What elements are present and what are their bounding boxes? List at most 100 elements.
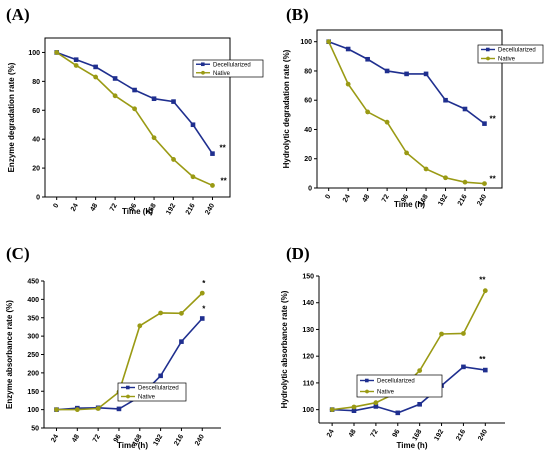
y-tick-label: 100 bbox=[300, 39, 312, 46]
data-point bbox=[395, 410, 401, 416]
data-point bbox=[132, 87, 137, 93]
significance-annotation: ** bbox=[220, 176, 227, 185]
data-point bbox=[179, 339, 184, 344]
y-tick-label: 250 bbox=[27, 352, 39, 359]
data-point bbox=[112, 93, 118, 99]
legend: Decellularized Native bbox=[356, 374, 443, 398]
plot-frame bbox=[44, 37, 231, 198]
significance-annotation: ** bbox=[489, 175, 496, 184]
x-tick-label: 96 bbox=[400, 193, 410, 203]
significance-annotation: * bbox=[202, 279, 206, 288]
y-tick-label: 0 bbox=[36, 195, 40, 202]
data-point bbox=[171, 157, 176, 162]
data-point bbox=[326, 39, 332, 45]
series-line bbox=[327, 41, 485, 185]
x-tick-label: 0 bbox=[52, 202, 60, 209]
y-tick-label: 200 bbox=[27, 370, 39, 377]
legend-label: Native bbox=[377, 390, 395, 396]
significance-annotation: ** bbox=[479, 355, 486, 364]
y-tick-label: 40 bbox=[304, 127, 312, 134]
x-tick-label: 216 bbox=[457, 193, 469, 207]
chart-panel-c: (C) 50 100 150 200 250 300 350 400 450 24 48 72 96 16… bbox=[5, 244, 221, 450]
data-point bbox=[199, 290, 205, 296]
data-point bbox=[417, 368, 423, 374]
data-point bbox=[482, 288, 488, 294]
data-point bbox=[95, 406, 101, 411]
panel-label: (B) bbox=[286, 5, 309, 24]
significance-annotation: * bbox=[202, 304, 206, 313]
legend-swatch-marker bbox=[486, 47, 490, 52]
legend-label: Native bbox=[213, 71, 231, 77]
series-line bbox=[328, 40, 485, 125]
y-tick-label: 140 bbox=[302, 300, 314, 307]
data-point bbox=[404, 71, 409, 77]
data-point bbox=[351, 404, 357, 410]
y-tick-label: 40 bbox=[32, 137, 40, 144]
x-tick-label: 168 bbox=[411, 428, 423, 442]
data-point bbox=[423, 166, 429, 172]
x-tick-label: 240 bbox=[476, 193, 488, 207]
chart-panel-b: (B) 0 20 40 60 80 100 0 24 48 72 96 168 192 216 240 Tim… bbox=[282, 5, 544, 209]
legend-box bbox=[356, 374, 443, 398]
legend-box bbox=[192, 59, 264, 78]
x-tick-label: 96 bbox=[128, 202, 138, 212]
data-point bbox=[461, 331, 466, 336]
y-tick-label: 20 bbox=[304, 156, 312, 163]
data-point bbox=[443, 97, 448, 103]
x-tick-label: 168 bbox=[146, 202, 158, 216]
y-tick-label: 130 bbox=[302, 327, 314, 334]
legend-label: Decellularized bbox=[377, 379, 415, 385]
x-tick-label: 192 bbox=[165, 202, 177, 216]
x-tick-label: 216 bbox=[185, 202, 197, 216]
significance-annotation: ** bbox=[219, 144, 226, 153]
data-point bbox=[137, 323, 143, 329]
data-point bbox=[73, 63, 79, 68]
data-point bbox=[210, 183, 215, 188]
significance-annotation: ** bbox=[479, 276, 486, 285]
data-point bbox=[190, 122, 196, 128]
x-tick-label: 192 bbox=[152, 433, 164, 447]
y-tick-label: 150 bbox=[27, 389, 39, 396]
data-point bbox=[54, 50, 60, 55]
x-tick-label: 72 bbox=[92, 433, 102, 443]
data-point bbox=[190, 174, 196, 180]
y-tick-label: 120 bbox=[302, 354, 314, 361]
panel-label: (D) bbox=[286, 244, 310, 263]
x-tick-label: 168 bbox=[418, 193, 430, 207]
panel-label: (C) bbox=[6, 244, 30, 263]
y-tick-label: 60 bbox=[304, 98, 312, 105]
x-tick-label: 24 bbox=[50, 433, 60, 443]
legend-swatch-marker bbox=[126, 385, 130, 390]
legend-swatch-marker bbox=[486, 56, 490, 61]
data-point bbox=[384, 68, 390, 74]
y-axis-title: Hydrolytic absorbance rate (%) bbox=[280, 290, 289, 408]
data-point bbox=[483, 367, 488, 373]
x-tick-label: 240 bbox=[204, 202, 216, 216]
series-line bbox=[56, 292, 203, 411]
y-axis-title: Enzyme degradation rate (%) bbox=[7, 62, 16, 172]
legend-label: Decellularized bbox=[498, 48, 536, 54]
significance-annotation: ** bbox=[489, 115, 496, 124]
data-point bbox=[423, 71, 429, 77]
legend-swatch-marker bbox=[201, 62, 205, 67]
y-tick-label: 60 bbox=[32, 108, 40, 115]
data-point bbox=[199, 316, 205, 321]
legend-label: Native bbox=[138, 395, 156, 401]
x-tick-label: 240 bbox=[194, 433, 206, 447]
legend: Decellularized Native bbox=[477, 44, 544, 64]
data-point bbox=[93, 74, 99, 80]
y-tick-label: 100 bbox=[27, 407, 39, 414]
series-line bbox=[332, 366, 486, 414]
legend-label: Decellularized bbox=[213, 62, 251, 68]
y-tick-label: 100 bbox=[302, 407, 314, 414]
data-point bbox=[365, 109, 371, 115]
y-tick-label: 400 bbox=[27, 297, 39, 304]
y-tick-label: 110 bbox=[303, 380, 314, 387]
x-tick-label: 240 bbox=[477, 428, 489, 442]
chart-panel-a: (A) 0 20 40 60 80 100 0 24 48 72 96 168 192 216 240 Tim… bbox=[6, 5, 264, 216]
data-point bbox=[461, 364, 466, 370]
panel-label: (A) bbox=[6, 5, 30, 24]
x-tick-label: 96 bbox=[392, 428, 402, 438]
x-tick-label: 48 bbox=[71, 433, 81, 443]
data-point bbox=[439, 331, 444, 337]
